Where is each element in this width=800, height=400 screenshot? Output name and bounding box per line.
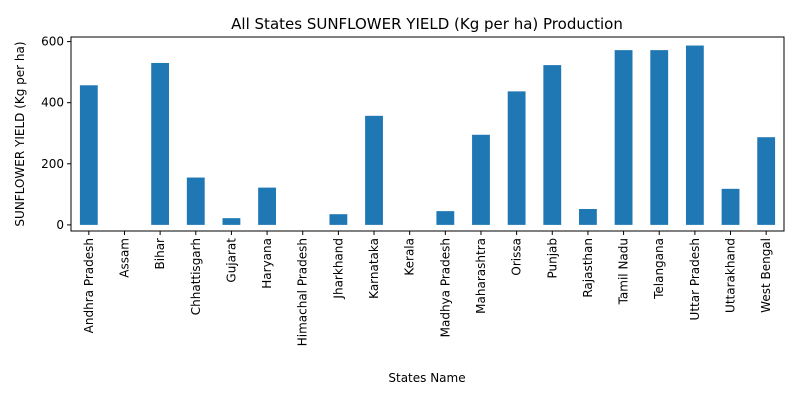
x-tick-label: Maharashtra	[474, 238, 488, 314]
bar-uttarakhand	[721, 188, 740, 225]
bar-orissa	[507, 91, 526, 225]
bar-chhattisgarh	[186, 177, 205, 225]
y-tick-label: 600	[41, 35, 64, 49]
bar-rajasthan	[579, 209, 597, 225]
x-axis-label: States Name	[388, 371, 465, 385]
y-axis: 0 200 400 600	[41, 35, 71, 232]
bar-haryana	[258, 187, 276, 225]
x-tick-label: Himachal Pradesh	[296, 238, 310, 346]
bar-punjab	[543, 65, 562, 225]
x-tick-label: Rajasthan	[581, 238, 595, 298]
x-tick-label: Punjab	[545, 238, 559, 279]
bar-uttar-pradesh	[685, 45, 704, 225]
x-axis: Andhra Pradesh Assam Bihar Chhattisgarh Guja…	[82, 231, 773, 346]
bar-gujarat	[222, 218, 241, 225]
x-tick-label: West Bengal	[759, 238, 773, 313]
x-tick-label: Andhra Pradesh	[82, 238, 96, 333]
y-tick-label: 400	[41, 96, 64, 110]
bar-west-bengal	[757, 137, 776, 225]
bars-layer	[79, 45, 776, 225]
bar-maharashtra	[472, 134, 490, 225]
bar-andhra-pradesh	[79, 85, 98, 225]
y-tick-label: 0	[56, 218, 64, 232]
x-tick-label: Karnataka	[367, 238, 381, 299]
bar-jharkhand	[329, 214, 348, 225]
x-tick-label: Orissa	[510, 238, 524, 276]
x-tick-label: Haryana	[260, 238, 274, 289]
x-tick-label: Uttarakhand	[724, 238, 738, 313]
x-tick-label: Telangana	[652, 238, 666, 300]
x-tick-label: Jharkhand	[331, 238, 345, 300]
y-axis-label: SUNFLOWER YIELD (Kg per ha)	[13, 41, 27, 226]
x-tick-label: Uttar Pradesh	[688, 238, 702, 320]
plot-frame	[70, 36, 785, 232]
bar-tamil-nadu	[614, 50, 633, 225]
x-tick-label: Chhattisgarh	[189, 238, 203, 315]
x-tick-label: Bihar	[153, 238, 167, 270]
y-tick-label: 200	[41, 157, 64, 171]
bar-karnataka	[365, 115, 383, 225]
x-tick-label: Kerala	[403, 238, 417, 276]
x-tick-label: Madhya Pradesh	[438, 238, 452, 337]
bar-telangana	[650, 50, 669, 225]
x-tick-label: Tamil Nadu	[617, 238, 631, 305]
bar-madhya-pradesh	[436, 211, 455, 225]
x-tick-label: Gujarat	[224, 238, 238, 283]
x-tick-label: Assam	[117, 238, 131, 278]
chart-title: All States SUNFLOWER YIELD (Kg per ha) P…	[231, 15, 623, 33]
bar-bihar	[151, 62, 170, 225]
